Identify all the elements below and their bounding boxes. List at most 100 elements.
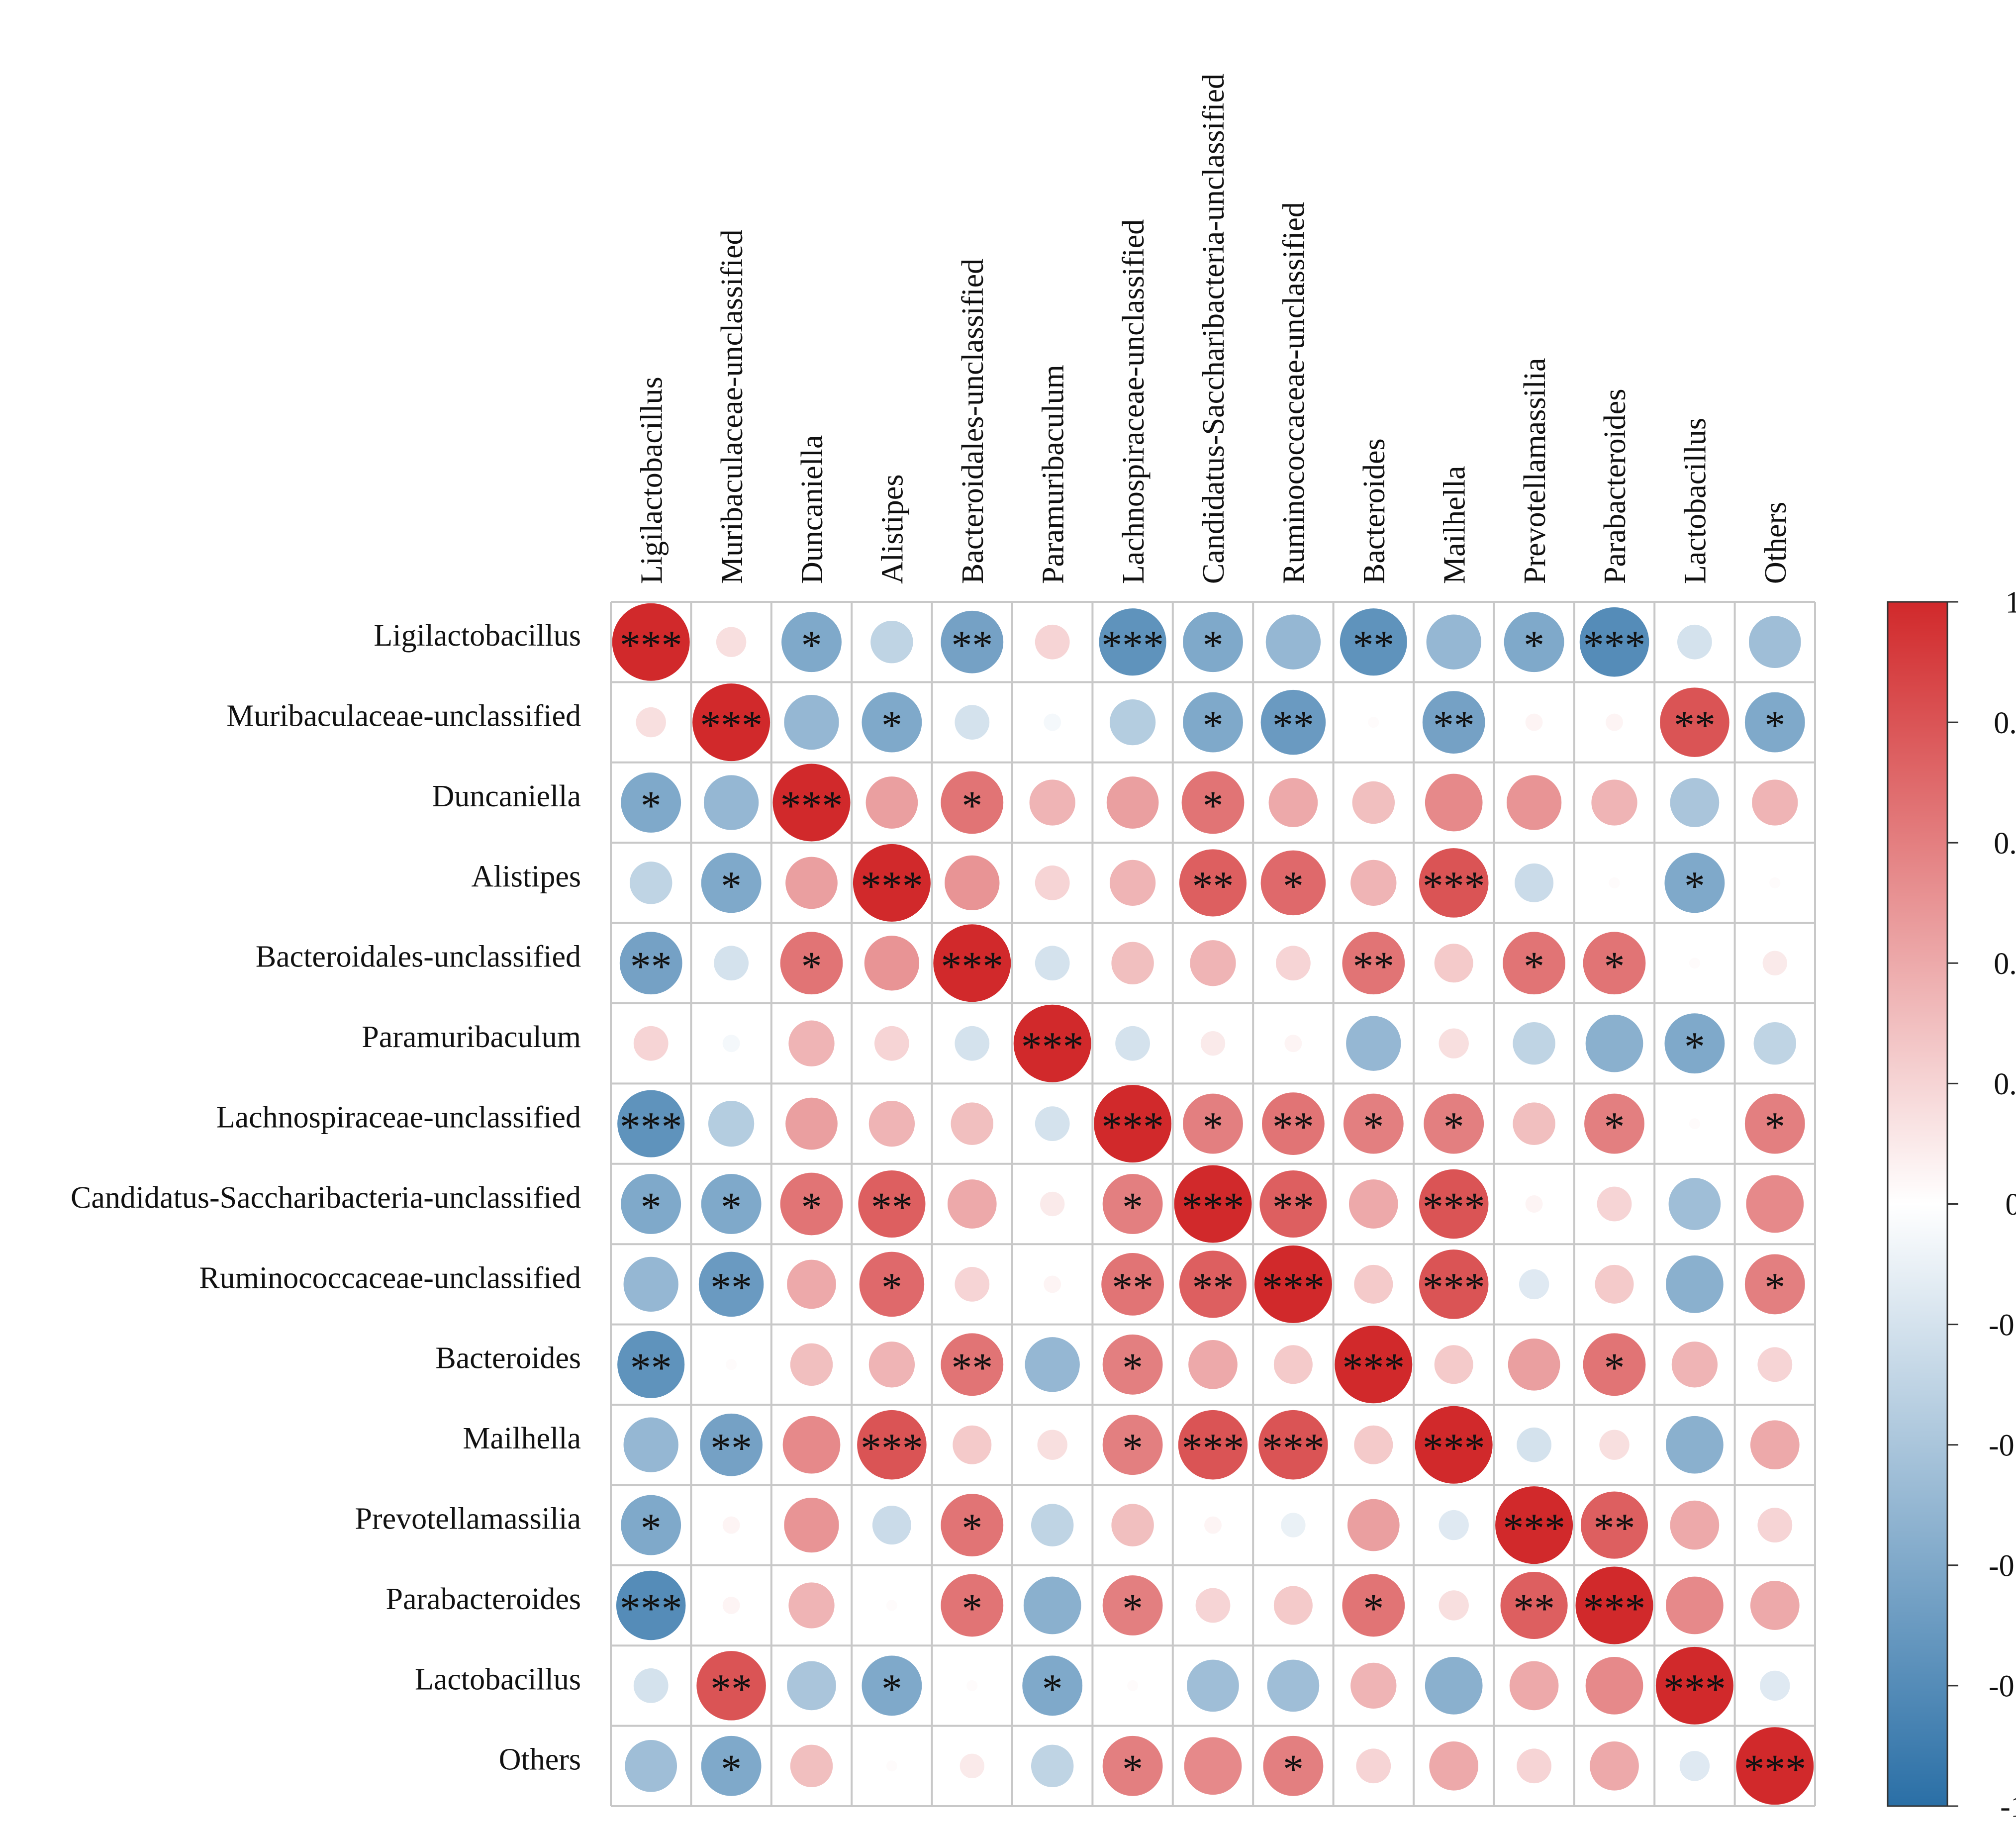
correlation-circle — [1585, 1014, 1643, 1072]
correlation-circle — [1102, 1415, 1163, 1475]
correlation-circle — [1585, 1657, 1643, 1715]
correlation-circle — [1178, 1410, 1248, 1480]
significance-stars: * — [1524, 622, 1544, 669]
correlation-circle — [1187, 1659, 1239, 1712]
correlation-circle — [1101, 1253, 1164, 1316]
correlation-circle — [941, 1494, 1004, 1556]
significance-stars: * — [721, 863, 742, 909]
correlation-circle — [780, 1172, 843, 1236]
significance-stars: *** — [620, 1104, 682, 1150]
correlation-circle — [1506, 775, 1562, 830]
significance-stars: *** — [780, 783, 843, 829]
correlation-circle — [1424, 1093, 1484, 1154]
significance-stars: * — [1122, 1345, 1143, 1391]
row-label: Mailhella — [463, 1422, 581, 1455]
colorbar-tick-label: -0.4 — [1989, 1429, 2016, 1462]
significance-stars: * — [801, 943, 822, 989]
correlation-circle — [1439, 1590, 1469, 1621]
correlation-circle — [1184, 1737, 1242, 1795]
correlation-circle — [1591, 779, 1637, 826]
correlation-circle — [1183, 612, 1243, 672]
column-label: Others — [1759, 502, 1793, 584]
correlation-circle — [621, 1495, 681, 1555]
correlation-circle — [1273, 1586, 1313, 1625]
correlation-circle — [1265, 614, 1321, 670]
correlation-circle — [1525, 713, 1543, 731]
significance-stars: * — [1283, 1746, 1304, 1792]
row-label: Ligilactobacillus — [374, 619, 581, 653]
correlation-circle — [623, 1256, 678, 1312]
row-label: Lactobacillus — [415, 1662, 581, 1696]
correlation-circle — [1606, 713, 1623, 731]
correlation-circle — [886, 1760, 897, 1772]
correlation-circle — [1666, 1576, 1724, 1634]
correlation-circle — [612, 603, 690, 681]
correlation-circle — [1668, 1178, 1721, 1230]
correlation-circle — [1284, 1035, 1302, 1053]
correlation-circle — [951, 1102, 994, 1145]
significance-stars: * — [1122, 1425, 1143, 1471]
correlation-circle — [1273, 1345, 1313, 1384]
significance-stars: *** — [1423, 1425, 1485, 1471]
significance-stars: * — [1203, 1104, 1224, 1150]
correlation-circle — [1599, 1430, 1630, 1460]
correlation-circle — [1102, 1334, 1163, 1395]
correlation-circle — [1183, 1093, 1243, 1154]
significance-stars: *** — [1101, 1104, 1164, 1150]
correlation-circle — [782, 1416, 841, 1474]
correlation-circle — [1127, 1680, 1139, 1691]
significance-stars: ** — [710, 1264, 752, 1311]
significance-stars: * — [1604, 1345, 1625, 1391]
correlation-circle — [1195, 1588, 1231, 1623]
correlation-circle — [1259, 1170, 1327, 1238]
correlation-circle — [787, 1259, 836, 1309]
correlation-circle — [785, 1097, 838, 1150]
colorbar-ticks: 1 0.8 0.6 0.4 0.2 0 -0.2 -0.4 -0.6 -0.8 -1 — [1947, 586, 2016, 1824]
correlation-circle — [1204, 1516, 1222, 1534]
correlation-circle — [1677, 624, 1712, 660]
row-label: Paramuribaculum — [362, 1020, 581, 1054]
significance-stars: * — [1443, 1104, 1464, 1150]
correlation-circle — [1354, 1264, 1393, 1304]
correlation-circle — [947, 1179, 997, 1229]
correlation-circle — [1679, 1751, 1710, 1781]
correlation-circle — [1736, 1727, 1814, 1805]
correlation-circle — [1597, 1186, 1632, 1222]
correlation-circle — [1769, 877, 1781, 888]
significance-stars: *** — [861, 863, 923, 909]
correlation-circle — [1434, 1345, 1473, 1384]
significance-stars: *** — [1021, 1024, 1084, 1070]
correlation-circle — [698, 1251, 764, 1317]
correlation-circle — [784, 1497, 839, 1553]
correlation-circle — [945, 855, 1000, 911]
correlation-circle — [1179, 849, 1247, 917]
correlation-circle — [1583, 932, 1646, 995]
significance-stars: * — [1203, 783, 1224, 829]
correlation-circle — [716, 627, 747, 657]
correlation-circle — [1744, 1254, 1805, 1315]
significance-stars: *** — [941, 943, 1004, 989]
correlation-circle — [1584, 1093, 1644, 1154]
correlation-circle — [633, 1668, 669, 1703]
significance-stars: *** — [1423, 863, 1485, 909]
colorbar-tick-label: -1 — [2000, 1790, 2016, 1824]
correlation-circle — [1655, 1646, 1733, 1725]
correlation-circle — [1356, 1748, 1391, 1784]
correlation-circle — [1181, 771, 1245, 834]
correlation-circle — [1183, 692, 1243, 753]
correlation-circle — [621, 1174, 681, 1234]
significance-stars: * — [1604, 1104, 1625, 1150]
correlation-circle — [722, 1516, 740, 1534]
correlation-circle — [701, 1174, 762, 1234]
column-label: Bacteroides — [1357, 438, 1391, 584]
significance-stars: ** — [630, 1345, 672, 1391]
significance-stars: *** — [1182, 1425, 1245, 1471]
correlation-circle — [1517, 1427, 1551, 1462]
correlation-circle — [886, 1600, 897, 1611]
column-label: Prevotellamassilia — [1518, 358, 1552, 584]
correlation-circle — [1425, 773, 1483, 832]
colorbar-tick-label: -0.8 — [1989, 1670, 2016, 1704]
correlation-circle — [1035, 624, 1070, 660]
correlation-circle — [625, 1739, 677, 1792]
correlation-circle — [1517, 1748, 1551, 1784]
